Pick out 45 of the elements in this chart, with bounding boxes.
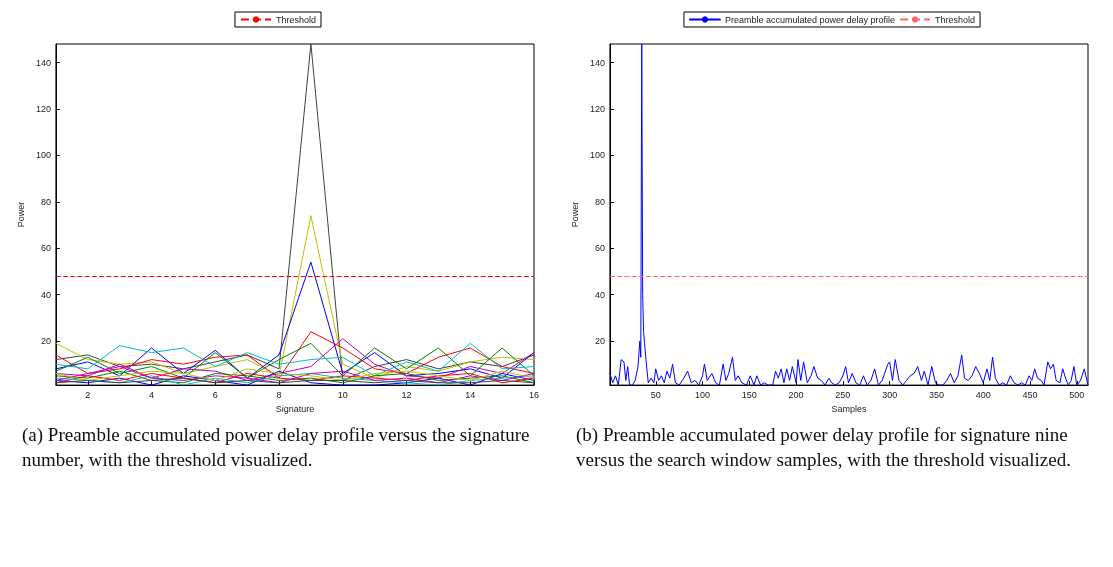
- y-tick-label: 60: [40, 243, 51, 254]
- y-tick-label: 40: [594, 289, 605, 300]
- text: (b) Preamble accumulated power delay profile for signature nine versus the search window samples, with the threshold visualized.: [575, 423, 1072, 472]
- text: (a) Preamble accumulated power delay profile versus the signature number, with the threshold visualized.: [21, 423, 531, 472]
- x-tick-label: 500: [1069, 389, 1085, 400]
- x-axis-title: Samples: [831, 403, 867, 414]
- x-tick-label: 8: [276, 389, 282, 400]
- y-tick-label: 20: [594, 336, 605, 347]
- x-tick-label: 250: [835, 389, 851, 400]
- y-tick-label: 120: [589, 103, 605, 114]
- x-tick-label: 200: [788, 389, 804, 400]
- y-tick-label: 80: [594, 196, 605, 207]
- x-tick-label: 300: [882, 389, 898, 400]
- y-axis-title: Power: [15, 201, 26, 228]
- x-tick-label: 6: [212, 389, 218, 400]
- x-tick-label: 450: [1022, 389, 1038, 400]
- x-tick-label: 12: [401, 389, 412, 400]
- x-tick-label: 10: [337, 389, 348, 400]
- y-tick-label: 20: [40, 336, 51, 347]
- x-tick-label: 4: [149, 389, 155, 400]
- y-tick-label: 40: [40, 289, 51, 300]
- x-tick-label: 100: [695, 389, 711, 400]
- y-tick-label: 140: [35, 57, 51, 68]
- y-axis-title: Power: [569, 201, 580, 228]
- legend-label: Threshold: [935, 14, 976, 25]
- x-tick-label: 16: [528, 389, 540, 400]
- y-tick-label: 140: [589, 57, 605, 68]
- x-tick-label: 14: [465, 389, 476, 400]
- x-axis-title: Signature: [275, 403, 315, 414]
- y-tick-label: 100: [35, 150, 51, 161]
- line-series: [609, 43, 1089, 386]
- legend-label: Threshold: [275, 14, 317, 25]
- y-tick-label: 100: [589, 150, 605, 161]
- line-series: [55, 215, 535, 379]
- x-tick-label: 2: [85, 389, 91, 400]
- y-tick-label: 80: [40, 196, 51, 207]
- y-tick-label: 60: [594, 243, 605, 254]
- line-series: [55, 43, 535, 381]
- x-tick-label: 400: [975, 389, 991, 400]
- x-tick-label: 350: [928, 389, 944, 400]
- x-tick-label: 150: [741, 389, 757, 400]
- line-series: [55, 331, 535, 379]
- x-tick-label: 50: [650, 389, 661, 400]
- y-tick-label: 120: [35, 103, 51, 114]
- legend-label: Preamble accumulated power delay profile: [724, 14, 896, 25]
